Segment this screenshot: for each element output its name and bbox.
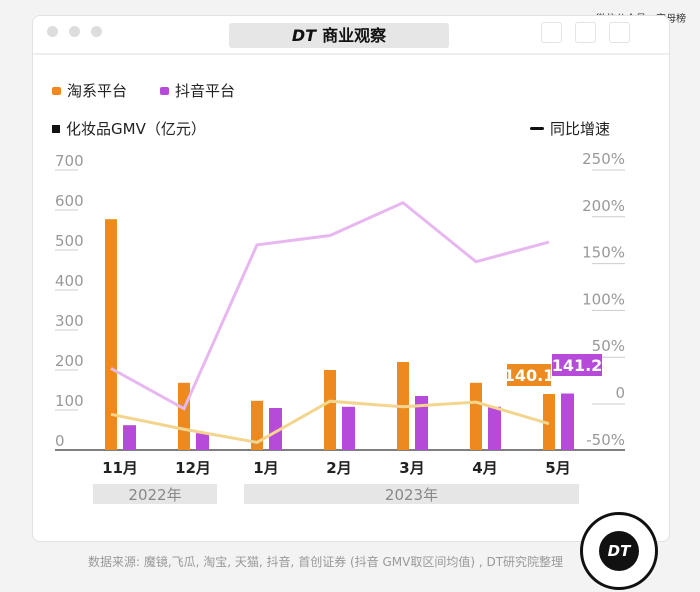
maximize-icon[interactable]	[91, 26, 102, 37]
legend-douyin: 抖音平台	[160, 80, 235, 101]
x-tick-label: 1月	[253, 459, 278, 477]
douyin-swatch-icon	[160, 86, 169, 95]
year-band	[244, 484, 579, 504]
bar-douyin	[488, 406, 501, 450]
right-tick-label: 100%	[582, 290, 625, 308]
title-text: 商业观察	[322, 26, 387, 45]
left-tick-label: 200	[55, 352, 84, 370]
legend-growth: 同比增速	[530, 118, 610, 139]
year-label: 2022年	[128, 486, 181, 504]
left-tick-label: 0	[55, 432, 65, 450]
left-tick-label: 300	[55, 312, 84, 330]
bar-douyin	[123, 425, 136, 450]
window: DT 商业观察	[32, 15, 670, 542]
data-label-bg	[552, 354, 602, 376]
legend-taobao: 淘系平台	[52, 80, 127, 101]
bar-douyin	[561, 393, 574, 450]
data-label-douyin: 141.2	[552, 356, 603, 375]
bar-taobao	[324, 370, 336, 450]
line-taobao-growth	[110, 399, 550, 444]
bar-douyin	[342, 406, 355, 450]
legend-label: 化妆品GMV（亿元）	[66, 120, 206, 138]
left-tick-label: 400	[55, 272, 84, 290]
line-douyin-growth	[110, 201, 550, 411]
right-tick-label: 50%	[592, 337, 625, 355]
dt-badge: DT	[580, 512, 658, 590]
bar-taobao	[178, 382, 190, 450]
data-label-taobao: 140.1	[504, 366, 555, 385]
bar-taobao	[470, 382, 482, 450]
legend-label: 抖音平台	[175, 82, 236, 100]
bar-douyin	[269, 408, 282, 450]
right-tick-label: 0	[615, 384, 625, 402]
dt-logo: DT	[291, 26, 317, 45]
close-icon[interactable]	[47, 26, 58, 37]
left-tick-label: 100	[55, 392, 84, 410]
window-title: DT 商业观察	[229, 23, 449, 48]
year-band	[93, 484, 217, 504]
bar-taobao	[543, 393, 555, 450]
badge-text: DT	[599, 531, 639, 571]
legend-label: 同比增速	[550, 120, 611, 138]
bar-douyin	[196, 433, 209, 450]
taobao-swatch-icon	[52, 86, 61, 95]
right-tick-label: 250%	[582, 150, 625, 168]
minimize-icon[interactable]	[69, 26, 80, 37]
x-tick-label: 12月	[175, 459, 211, 477]
record-icon[interactable]	[541, 22, 562, 43]
left-tick-label: 600	[55, 192, 84, 210]
legend-gmv: 化妆品GMV（亿元）	[52, 118, 206, 139]
bar-taobao	[105, 219, 117, 450]
x-tick-label: 5月	[545, 459, 570, 477]
line-icon	[530, 127, 544, 130]
x-tick-label: 11月	[102, 459, 138, 477]
left-tick-label: 500	[55, 232, 84, 250]
year-label: 2023年	[385, 486, 438, 504]
source-note: 数据来源: 魔镜,飞瓜, 淘宝, 天猫, 抖音, 首创证券 (抖音 GMV取区间…	[88, 555, 564, 569]
right-tick-label: -50%	[586, 431, 625, 449]
share-icon[interactable]	[575, 22, 596, 43]
legend-label: 淘系平台	[67, 82, 128, 100]
title-bar: DT 商业观察	[33, 16, 669, 55]
copy-icon[interactable]	[609, 22, 630, 43]
bar-taobao	[251, 400, 263, 450]
left-tick-label: 700	[55, 152, 84, 170]
square-icon	[52, 124, 60, 133]
x-tick-label: 4月	[472, 459, 497, 477]
x-tick-label: 3月	[399, 459, 424, 477]
right-tick-label: 200%	[582, 197, 625, 215]
data-label-bg	[507, 364, 551, 386]
x-tick-label: 2月	[326, 459, 351, 477]
bar-douyin	[415, 396, 428, 450]
right-tick-label: 150%	[582, 244, 625, 262]
